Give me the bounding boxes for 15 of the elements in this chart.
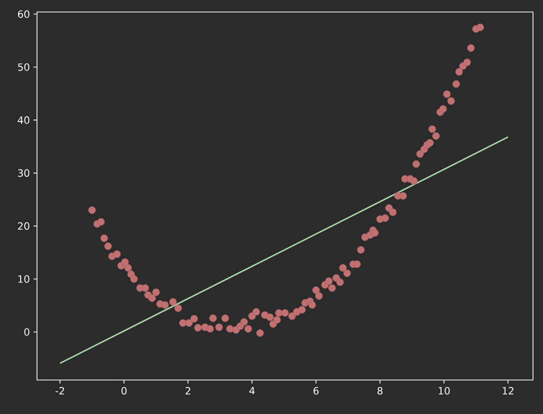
x-tick-label: 2 [186,387,190,394]
y-tick-label: 30 [18,169,30,177]
y-tick-label: 10 [18,275,30,283]
y-tick-label: 0 [24,328,30,336]
x-tick-label: 12 [502,387,514,394]
y-tick-label: 20 [18,222,30,230]
y-tick-label: 60 [18,10,30,18]
x-tick-label: 8 [378,387,383,395]
y-tick-label: 50 [18,63,30,71]
x-tick-label: -2 [56,387,64,394]
x-tick-label: 0 [122,387,127,395]
x-tick-label: 6 [314,387,319,395]
y-tick-label: 40 [18,116,30,124]
x-tick-label: 4 [249,387,255,394]
x-tick-label: 10 [438,387,450,395]
